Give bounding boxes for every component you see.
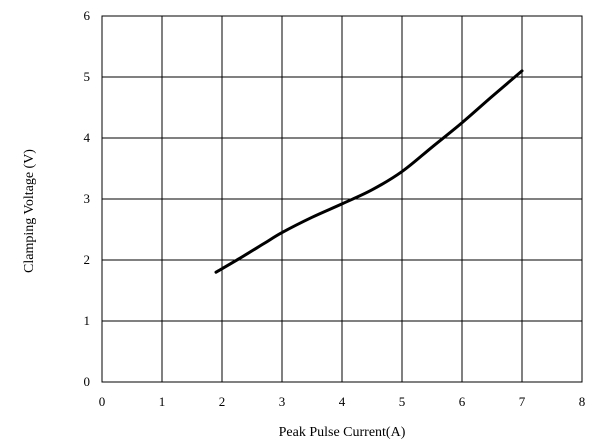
x-axis-label: Peak Pulse Current(A) bbox=[279, 425, 406, 440]
x-tick-label: 8 bbox=[579, 394, 586, 409]
y-axis-label: Clamping Voltage (V) bbox=[22, 149, 37, 273]
x-tick-label: 5 bbox=[399, 394, 406, 409]
y-tick-label: 3 bbox=[84, 191, 91, 206]
x-tick-labels: 0 1 2 3 4 5 6 7 8 bbox=[99, 394, 586, 409]
x-tick-label: 7 bbox=[519, 394, 526, 409]
grid-lines bbox=[101, 15, 583, 383]
x-tick-label: 6 bbox=[459, 394, 466, 409]
x-tick-label: 3 bbox=[279, 394, 286, 409]
x-tick-label: 4 bbox=[339, 394, 346, 409]
y-tick-label: 4 bbox=[84, 130, 91, 145]
y-tick-labels: 0 1 2 3 4 5 6 bbox=[84, 8, 91, 389]
y-tick-label: 5 bbox=[84, 69, 91, 84]
y-tick-label: 1 bbox=[84, 313, 91, 328]
y-tick-label: 2 bbox=[84, 252, 91, 267]
y-tick-label: 6 bbox=[84, 8, 91, 23]
x-tick-label: 1 bbox=[159, 394, 166, 409]
x-tick-label: 2 bbox=[219, 394, 226, 409]
plot-frame bbox=[101, 15, 583, 383]
series-line bbox=[214, 69, 524, 274]
x-tick-label: 0 bbox=[99, 394, 106, 409]
y-tick-label: 0 bbox=[84, 374, 91, 389]
